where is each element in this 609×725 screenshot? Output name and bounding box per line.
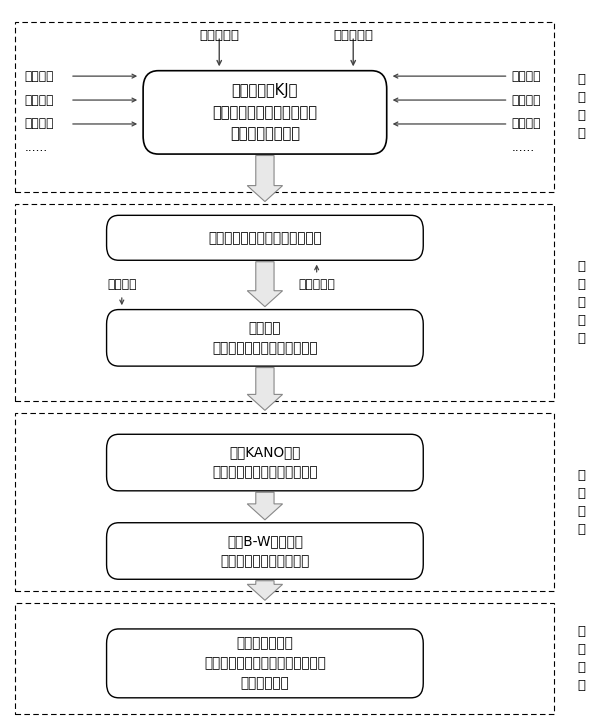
- Text: 需
求
度
调
研: 需 求 度 调 研: [577, 260, 586, 345]
- Text: 功
能
获
取: 功 能 获 取: [577, 73, 586, 141]
- FancyBboxPatch shape: [107, 523, 423, 579]
- Text: ......: ......: [512, 141, 535, 154]
- Bar: [15, 413, 554, 591]
- Bar: [15, 204, 554, 401]
- Text: 建立产品功能塔
根据产品功能塔抽取产品功能模型
完成功能设计: 建立产品功能塔 根据产品功能塔抽取产品功能模型 完成功能设计: [204, 637, 326, 690]
- FancyBboxPatch shape: [143, 71, 387, 154]
- Text: 需
求
处
理: 需 求 处 理: [577, 468, 586, 536]
- Text: 根据产品功能清单设计调查问卷: 根据产品功能清单设计调查问卷: [208, 231, 322, 245]
- Text: 用户需求: 用户需求: [24, 70, 54, 83]
- FancyBboxPatch shape: [107, 310, 423, 366]
- Polygon shape: [247, 492, 283, 520]
- Polygon shape: [247, 262, 283, 307]
- Text: 产品设计者: 产品设计者: [298, 278, 335, 291]
- Text: 产品使用者: 产品使用者: [199, 29, 239, 42]
- Text: 用户体验: 用户体验: [24, 94, 54, 107]
- Polygon shape: [247, 156, 283, 202]
- FancyBboxPatch shape: [107, 629, 423, 697]
- Text: ......: ......: [24, 141, 48, 154]
- FancyBboxPatch shape: [107, 215, 423, 260]
- Text: 产品设计者: 产品设计者: [333, 29, 373, 42]
- Text: 产
品
生
成: 产 品 生 成: [577, 625, 586, 692]
- Bar: [15, 22, 554, 192]
- Text: 运用B-W系数分析
进行功能需求度指标计算: 运用B-W系数分析 进行功能需求度指标计算: [220, 534, 309, 568]
- Text: 技术实现: 技术实现: [512, 117, 541, 130]
- Text: 设计经验: 设计经验: [512, 94, 541, 107]
- Polygon shape: [247, 368, 283, 410]
- Text: 通过调研
获得用户对功能的需求度数据: 通过调研 获得用户对功能的需求度数据: [212, 321, 318, 355]
- Polygon shape: [247, 581, 283, 600]
- Text: 设计创意: 设计创意: [512, 70, 541, 83]
- Text: 使用兴趣: 使用兴趣: [24, 117, 54, 130]
- Text: 目标用户: 目标用户: [107, 278, 136, 291]
- Text: 优化KANO模型
根据需求度数据进行功能分类: 优化KANO模型 根据需求度数据进行功能分类: [212, 446, 318, 479]
- FancyBboxPatch shape: [107, 434, 423, 491]
- Text: 通过限定式KJ法
探索产品的功能及层次关系
建立产品功能清单: 通过限定式KJ法 探索产品的功能及层次关系 建立产品功能清单: [213, 83, 317, 141]
- Bar: [15, 603, 554, 714]
